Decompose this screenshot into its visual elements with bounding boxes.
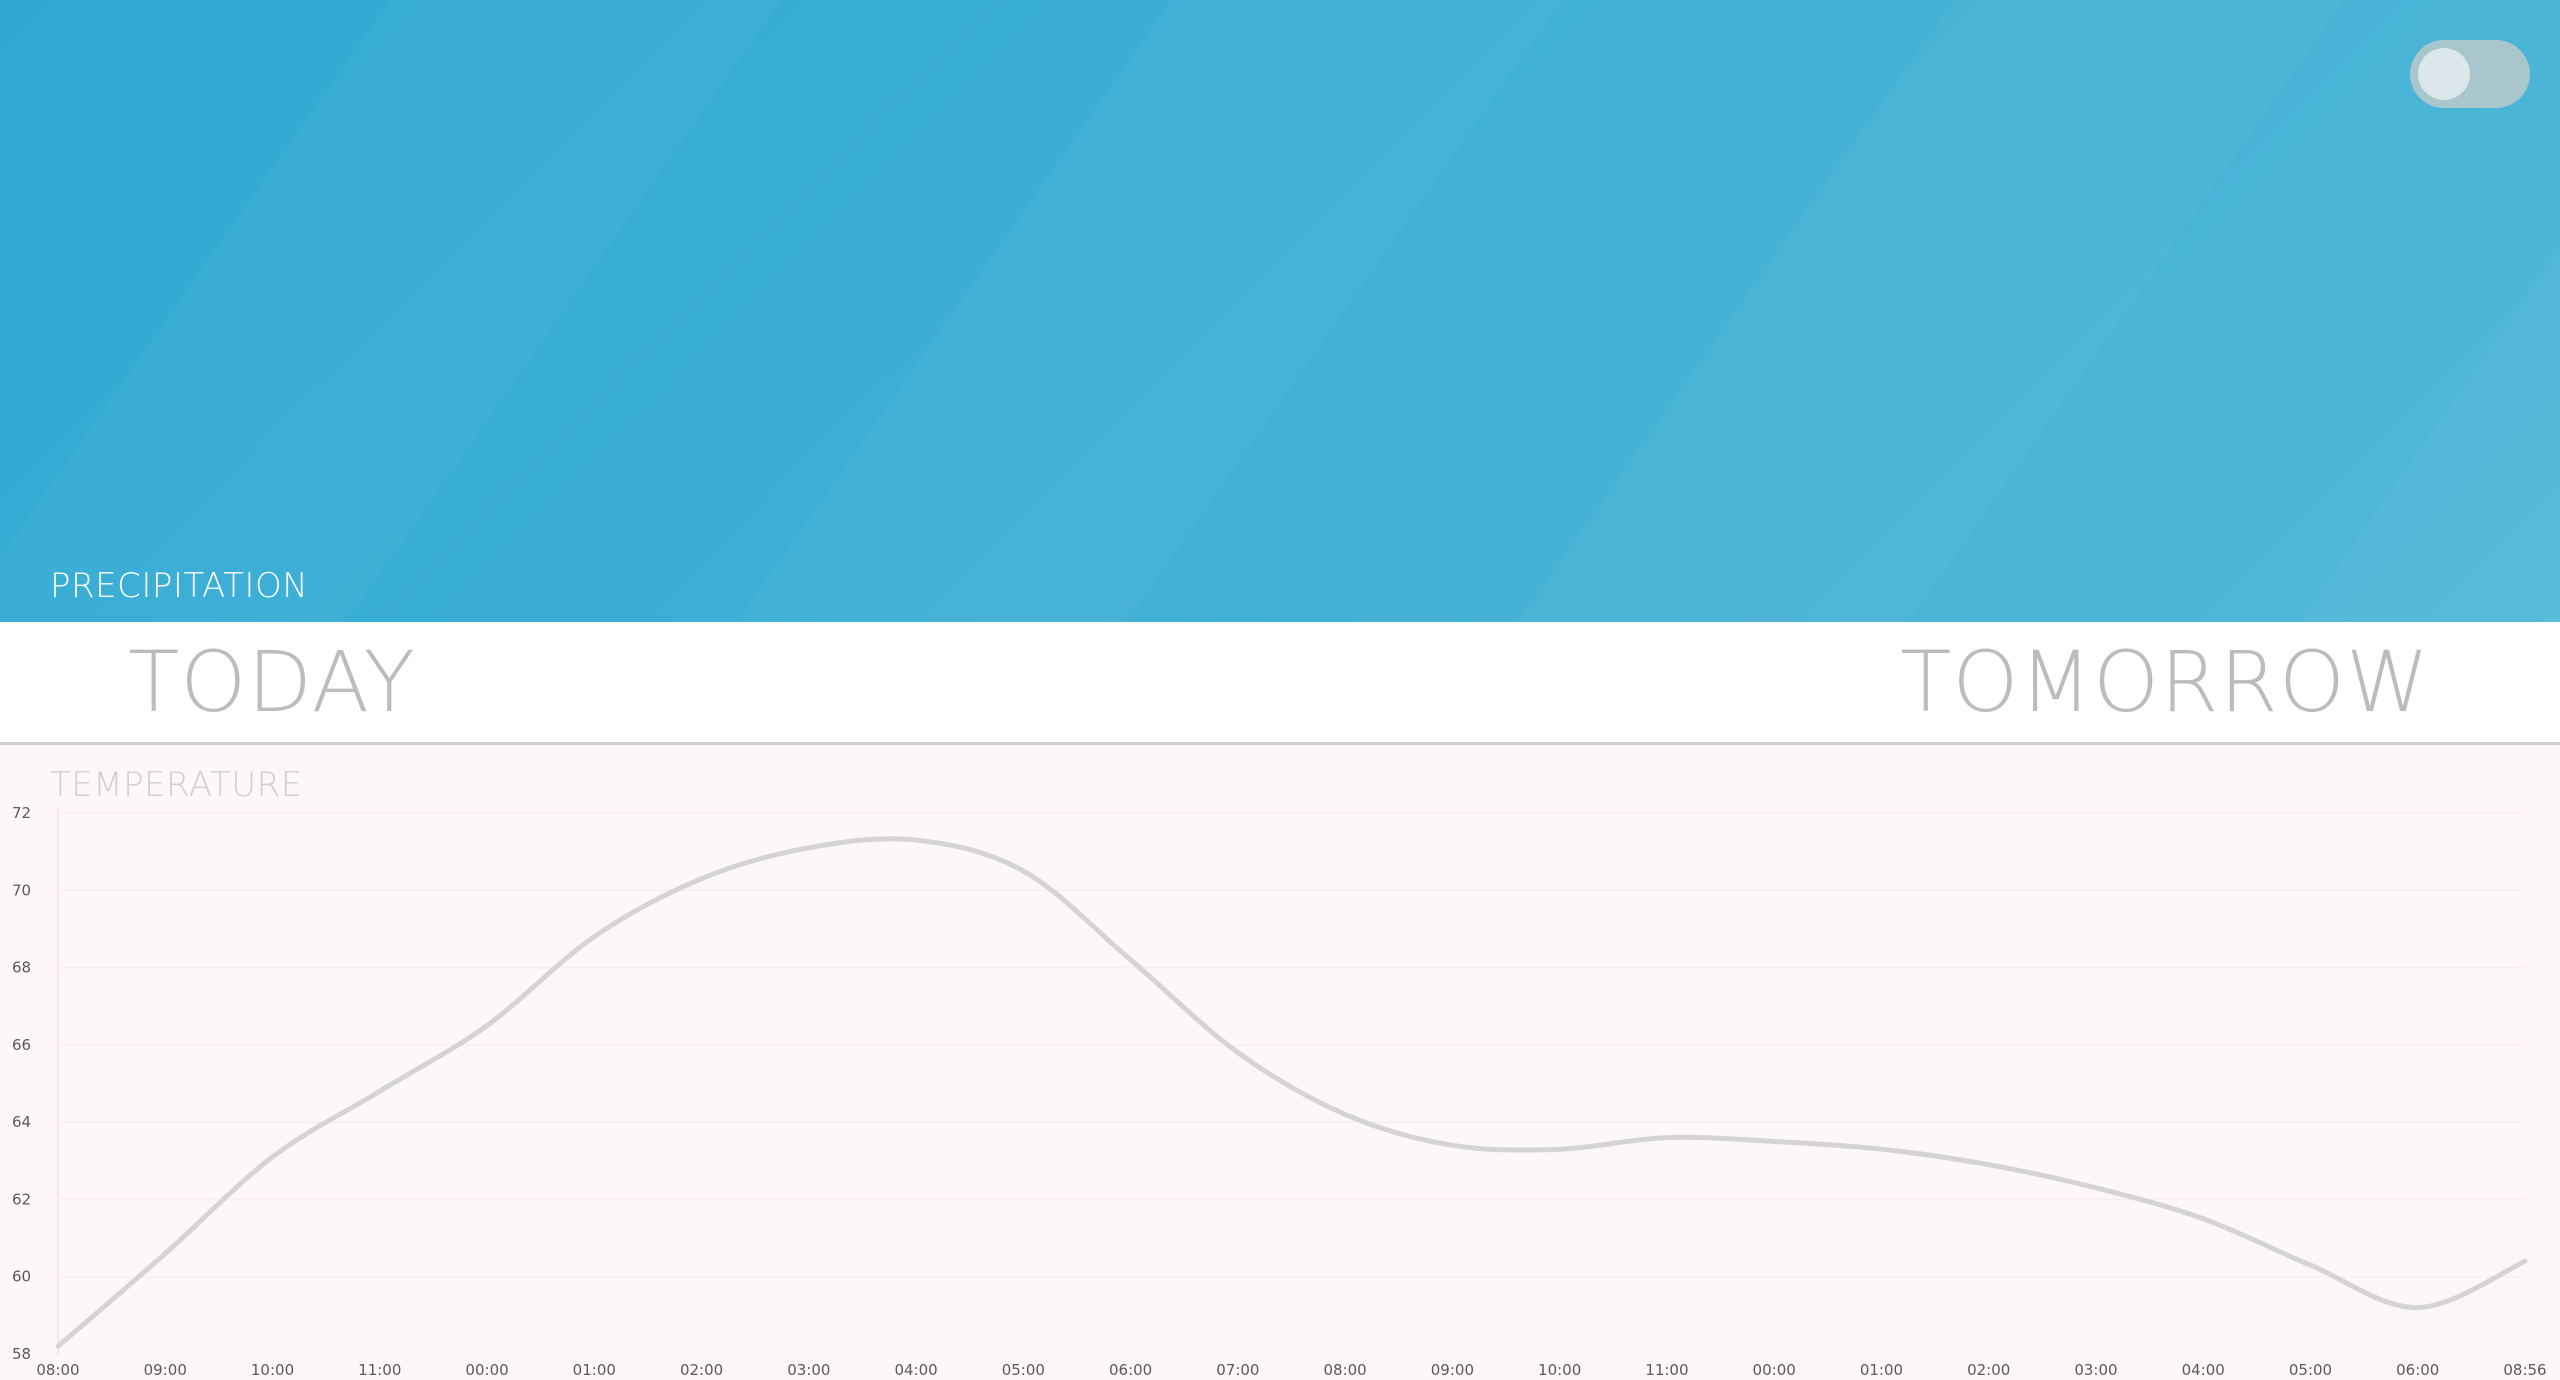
y-tick-label: 68 — [12, 959, 31, 977]
x-tick-label: 10:00 — [251, 1361, 294, 1379]
hero-sheen — [0, 0, 2560, 622]
x-tick-label: 11:00 — [358, 1361, 401, 1379]
temperature-line — [55, 836, 2528, 1349]
units-toggle[interactable] — [2410, 40, 2530, 108]
temperature-chart: 58 60 62 64 66 68 70 72 08:00 09:00 10:00 11:00 00:0… — [12, 804, 2547, 1379]
tab-tomorrow[interactable]: TOMORROW — [1900, 633, 2430, 731]
x-tick-label: 01:00 — [1860, 1361, 1903, 1379]
toggle-knob[interactable] — [2418, 48, 2470, 100]
x-tick-label: 08:00 — [36, 1361, 79, 1379]
x-tick-label: 03:00 — [2074, 1361, 2117, 1379]
temperature-panel: 58 60 62 64 66 68 70 72 08:00 09:00 10:00 11:00 00:0… — [0, 745, 2560, 1380]
temperature-label: TEMPERATURE — [50, 765, 303, 805]
precipitation-label: PRECIPITATION — [50, 566, 309, 606]
x-tick-label: 04:00 — [2182, 1361, 2225, 1379]
x-tick-label: 09:00 — [1431, 1361, 1474, 1379]
x-tick-label: 06:00 — [2396, 1361, 2439, 1379]
y-tick-label: 72 — [12, 804, 31, 822]
x-tick-label: 07:00 — [1216, 1361, 1259, 1379]
x-tick-label: 00:00 — [1753, 1361, 1796, 1379]
x-tick-label: 02:00 — [1967, 1361, 2010, 1379]
y-tick-label: 64 — [12, 1113, 31, 1131]
x-tick-label: 08:56 — [2503, 1361, 2546, 1379]
y-tick-label: 58 — [12, 1345, 31, 1363]
x-tick-label: 08:00 — [1324, 1361, 1367, 1379]
x-tick-label: 06:00 — [1109, 1361, 1152, 1379]
x-tick-label: 11:00 — [1645, 1361, 1688, 1379]
y-tick-label: 60 — [12, 1268, 31, 1286]
x-tick-label: 04:00 — [894, 1361, 937, 1379]
x-tick-label: 02:00 — [680, 1361, 723, 1379]
x-tick-label: 05:00 — [1002, 1361, 1045, 1379]
x-tick-label: 05:00 — [2289, 1361, 2332, 1379]
y-tick-label: 70 — [12, 881, 31, 899]
y-tick-label: 62 — [12, 1190, 31, 1208]
x-tick-label: 09:00 — [144, 1361, 187, 1379]
x-tick-label: 01:00 — [573, 1361, 616, 1379]
x-tick-label: 03:00 — [787, 1361, 830, 1379]
day-selector: TODAY TOMORROW — [0, 622, 2560, 745]
tab-today[interactable]: TODAY — [128, 633, 416, 731]
precipitation-panel: PRECIPITATION — [0, 0, 2560, 622]
x-tick-label: 00:00 — [465, 1361, 508, 1379]
y-tick-label: 66 — [12, 1036, 31, 1054]
x-tick-label: 10:00 — [1538, 1361, 1581, 1379]
